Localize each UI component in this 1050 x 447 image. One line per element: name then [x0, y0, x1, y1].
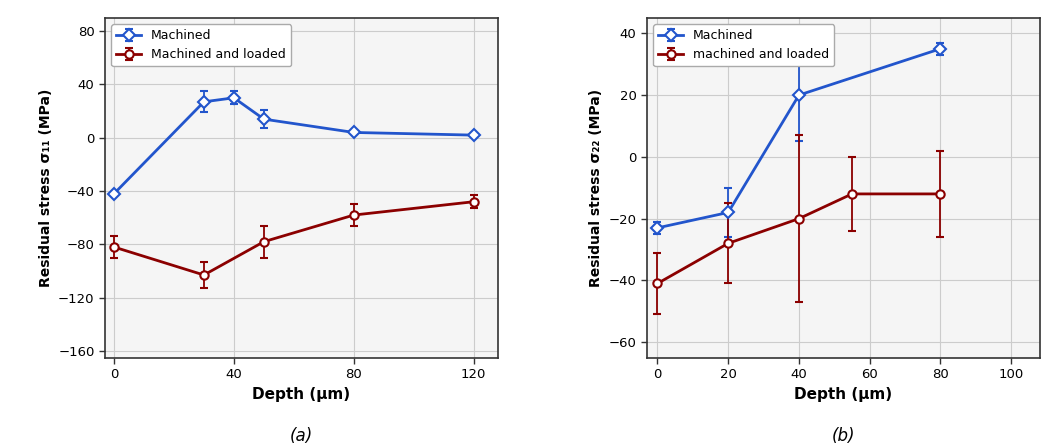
Legend: Machined, machined and loaded: Machined, machined and loaded — [653, 24, 835, 67]
X-axis label: Depth (μm): Depth (μm) — [794, 387, 892, 401]
X-axis label: Depth (μm): Depth (μm) — [252, 387, 351, 401]
Text: (a): (a) — [290, 427, 313, 445]
Legend: Machined, Machined and loaded: Machined, Machined and loaded — [111, 24, 291, 67]
Text: (b): (b) — [832, 427, 855, 445]
Y-axis label: Residual stress σ₁₁ (MPa): Residual stress σ₁₁ (MPa) — [39, 89, 53, 287]
Y-axis label: Residual stress σ₂₂ (MPa): Residual stress σ₂₂ (MPa) — [589, 89, 603, 287]
